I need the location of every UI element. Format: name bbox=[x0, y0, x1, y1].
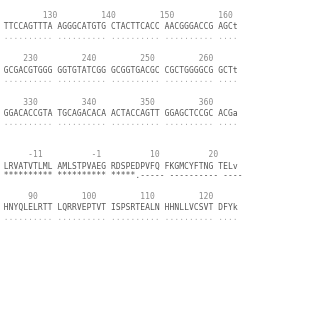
Text: 330         340         350         360: 330 340 350 360 bbox=[0, 98, 213, 107]
Text: z HNYQLELRTT LQRRVEPTVT ISPSRTEALN HHNLLVCSVT DFYk: z HNYQLELRTT LQRRVEPTVT ISPSRTEALN HHNLL… bbox=[0, 203, 237, 212]
Text: ********** ********** *****.----- ---------- ----: ********** ********** *****.----- ------… bbox=[0, 171, 242, 180]
Text: 230         240         250         260: 230 240 250 260 bbox=[0, 54, 213, 63]
Text: 0         130         140         150         160: 0 130 140 150 160 bbox=[0, 11, 232, 20]
Text: g TTCCAGTTTA AGGGCATGTG CTACTTCACC AACGGGACCG AGCt: g TTCCAGTTTA AGGGCATGTG CTACTTCACC AACGG… bbox=[0, 22, 237, 31]
Text: . .......... .......... .......... .......... ....: . .......... .......... .......... .....… bbox=[0, 213, 237, 222]
Text: 90         100         110         120: 90 100 110 120 bbox=[0, 192, 213, 201]
Text: g LRVATVTLML AMLSTPVAEG RDSPEDPVFQ FKGMCYFTNG TELv: g LRVATVTLML AMLSTPVAEG RDSPEDPVFQ FKGMC… bbox=[0, 162, 237, 171]
Text: . .......... .......... .......... .......... ....: . .......... .......... .......... .....… bbox=[0, 32, 237, 41]
Text: a GCGACGTGGG GGTGTATCGG GCGGTGACGC CGCTGGGGCG GCTt: a GCGACGTGGG GGTGTATCGG GCGGTGACGC CGCTG… bbox=[0, 66, 237, 75]
Text: -11          -1          10          20: -11 -1 10 20 bbox=[0, 150, 218, 159]
Text: t GGACACCGTA TGCAGACACA ACTACCAGTT GGAGCTCCGC ACGa: t GGACACCGTA TGCAGACACA ACTACCAGTT GGAGC… bbox=[0, 109, 237, 118]
Text: . .......... .......... .......... .......... ....: . .......... .......... .......... .....… bbox=[0, 118, 237, 127]
Text: . .......... .......... .......... .......... ....: . .......... .......... .......... .....… bbox=[0, 75, 237, 84]
